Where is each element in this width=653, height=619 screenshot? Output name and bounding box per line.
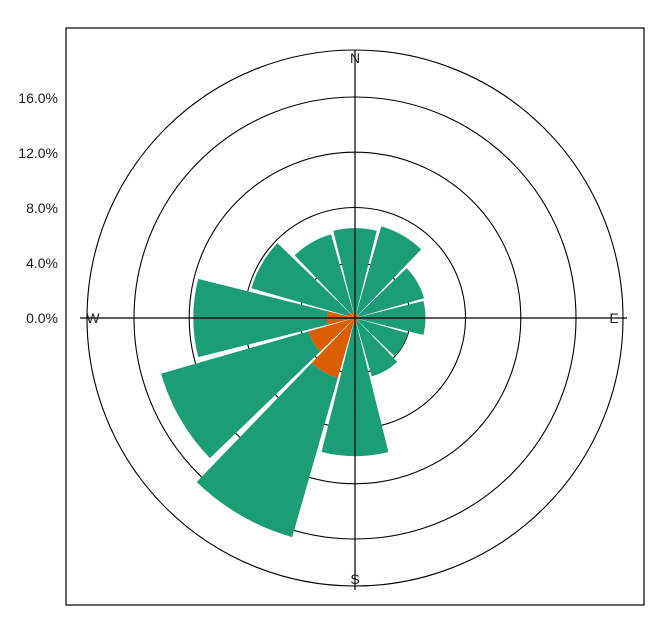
direction-label-w: W xyxy=(86,310,100,326)
sector-150-low xyxy=(355,318,358,322)
sector-30-high xyxy=(356,226,422,316)
direction-label-s: S xyxy=(350,571,359,587)
sector-300-low xyxy=(347,312,355,318)
sector-120-high xyxy=(357,319,409,357)
sector-60-high xyxy=(357,268,425,317)
sector-300-high xyxy=(251,243,350,316)
sector-330-high xyxy=(294,234,354,315)
tick-label-16: 16.0% xyxy=(18,90,58,106)
tick-label-12: 12.0% xyxy=(18,145,58,161)
sector-210-low xyxy=(311,318,355,378)
sector-240-high xyxy=(161,331,321,459)
sector-240-low xyxy=(308,318,355,352)
tick-label-0: 0.0% xyxy=(26,310,58,326)
direction-label-e: E xyxy=(609,310,618,326)
sector-210-high xyxy=(196,362,338,538)
sector-330-low xyxy=(351,312,355,318)
tick-label-8: 8.0% xyxy=(26,200,58,216)
radial-tick-labels: 0.0% 4.0% 8.0% 12.0% 16.0% xyxy=(18,90,58,326)
sector-30-low xyxy=(355,314,358,318)
sector-120-low xyxy=(355,318,359,321)
sector-60-low xyxy=(355,315,359,318)
tick-label-4: 4.0% xyxy=(26,255,58,271)
sector-150-high xyxy=(356,320,398,377)
direction-label-n: N xyxy=(350,50,360,66)
